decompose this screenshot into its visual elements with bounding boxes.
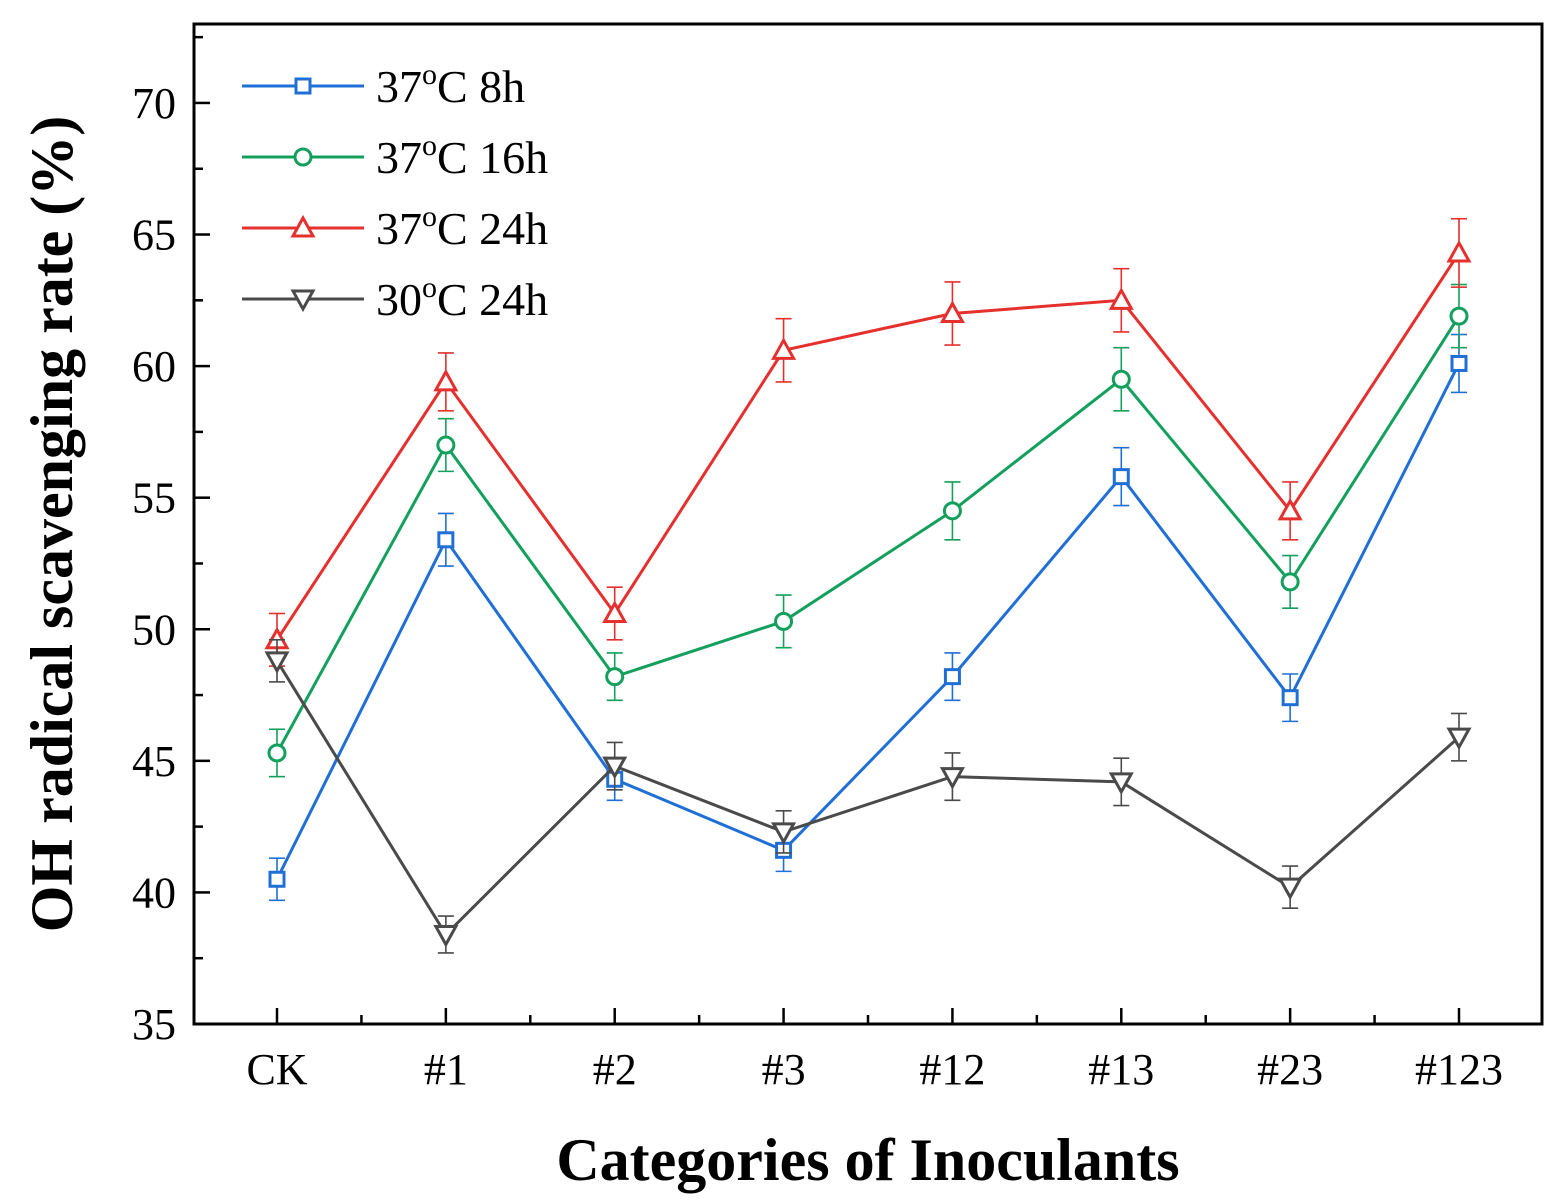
x-tick-label: CK <box>246 1045 307 1094</box>
data-point <box>605 667 625 687</box>
series-line <box>275 660 1460 937</box>
y-axis-title: OH radical scavenging rate (%) <box>19 116 85 933</box>
y-tick-label: 70 <box>132 79 176 128</box>
data-point <box>437 531 455 549</box>
series-line <box>275 252 1461 641</box>
legend-marker <box>294 77 312 95</box>
data-point <box>267 743 287 763</box>
y-tick-label: 65 <box>132 211 176 260</box>
x-axis-title: Categories of Inoculants <box>556 1127 1179 1193</box>
x-tick-label: #1 <box>424 1045 468 1094</box>
data-point <box>1112 468 1130 486</box>
data-point <box>1277 497 1303 521</box>
data-point <box>433 368 459 392</box>
legend-label: 37oC 8h <box>376 58 525 112</box>
y-tick-label: 35 <box>132 1000 176 1049</box>
legend-label: 37oC 24h <box>376 200 548 254</box>
x-tick-label: #23 <box>1257 1045 1323 1094</box>
series-1 <box>267 283 1469 778</box>
data-point <box>436 435 456 455</box>
y-tick-label: 45 <box>132 737 176 786</box>
legend-label: 30oC 24h <box>376 271 548 325</box>
y-tick-label: 55 <box>132 474 176 523</box>
data-point <box>774 611 794 631</box>
x-tick-label: #2 <box>593 1045 637 1094</box>
data-point <box>1449 306 1469 326</box>
y-tick-label: 50 <box>132 605 176 654</box>
x-tick-label: #3 <box>762 1045 806 1094</box>
series-line <box>275 315 1461 754</box>
data-point <box>771 822 797 845</box>
data-point <box>433 925 459 948</box>
data-point <box>943 668 961 686</box>
y-tick-label: 60 <box>132 342 176 391</box>
data-point <box>268 870 286 888</box>
data-point <box>771 337 797 360</box>
x-tick-label: #13 <box>1088 1045 1154 1094</box>
data-point <box>1108 287 1134 310</box>
x-tick-label: #12 <box>919 1045 985 1094</box>
data-point <box>264 651 290 674</box>
data-point <box>1446 727 1472 751</box>
legend: 37oC 8h 37oC 16h 37oC 24h 30oC 24h <box>242 58 548 325</box>
legend-marker <box>290 289 316 313</box>
legend-marker <box>293 147 313 167</box>
data-point <box>1277 877 1303 901</box>
data-point <box>939 300 965 323</box>
series-3 <box>264 638 1472 954</box>
series-line <box>275 362 1461 880</box>
data-point <box>602 600 628 623</box>
x-tick-label: #123 <box>1415 1045 1503 1094</box>
y-tick-label: 40 <box>132 868 176 917</box>
data-point <box>1446 239 1472 263</box>
data-point <box>942 501 962 521</box>
data-point <box>602 756 628 780</box>
data-point <box>1280 572 1300 592</box>
series-2 <box>264 217 1472 667</box>
data-point <box>1450 354 1468 372</box>
data-point <box>1108 772 1134 795</box>
legend-marker <box>290 214 316 238</box>
legend-label: 37oC 16h <box>376 129 548 183</box>
data-point <box>1111 369 1131 389</box>
data-point <box>939 767 965 790</box>
data-point <box>1281 689 1299 707</box>
